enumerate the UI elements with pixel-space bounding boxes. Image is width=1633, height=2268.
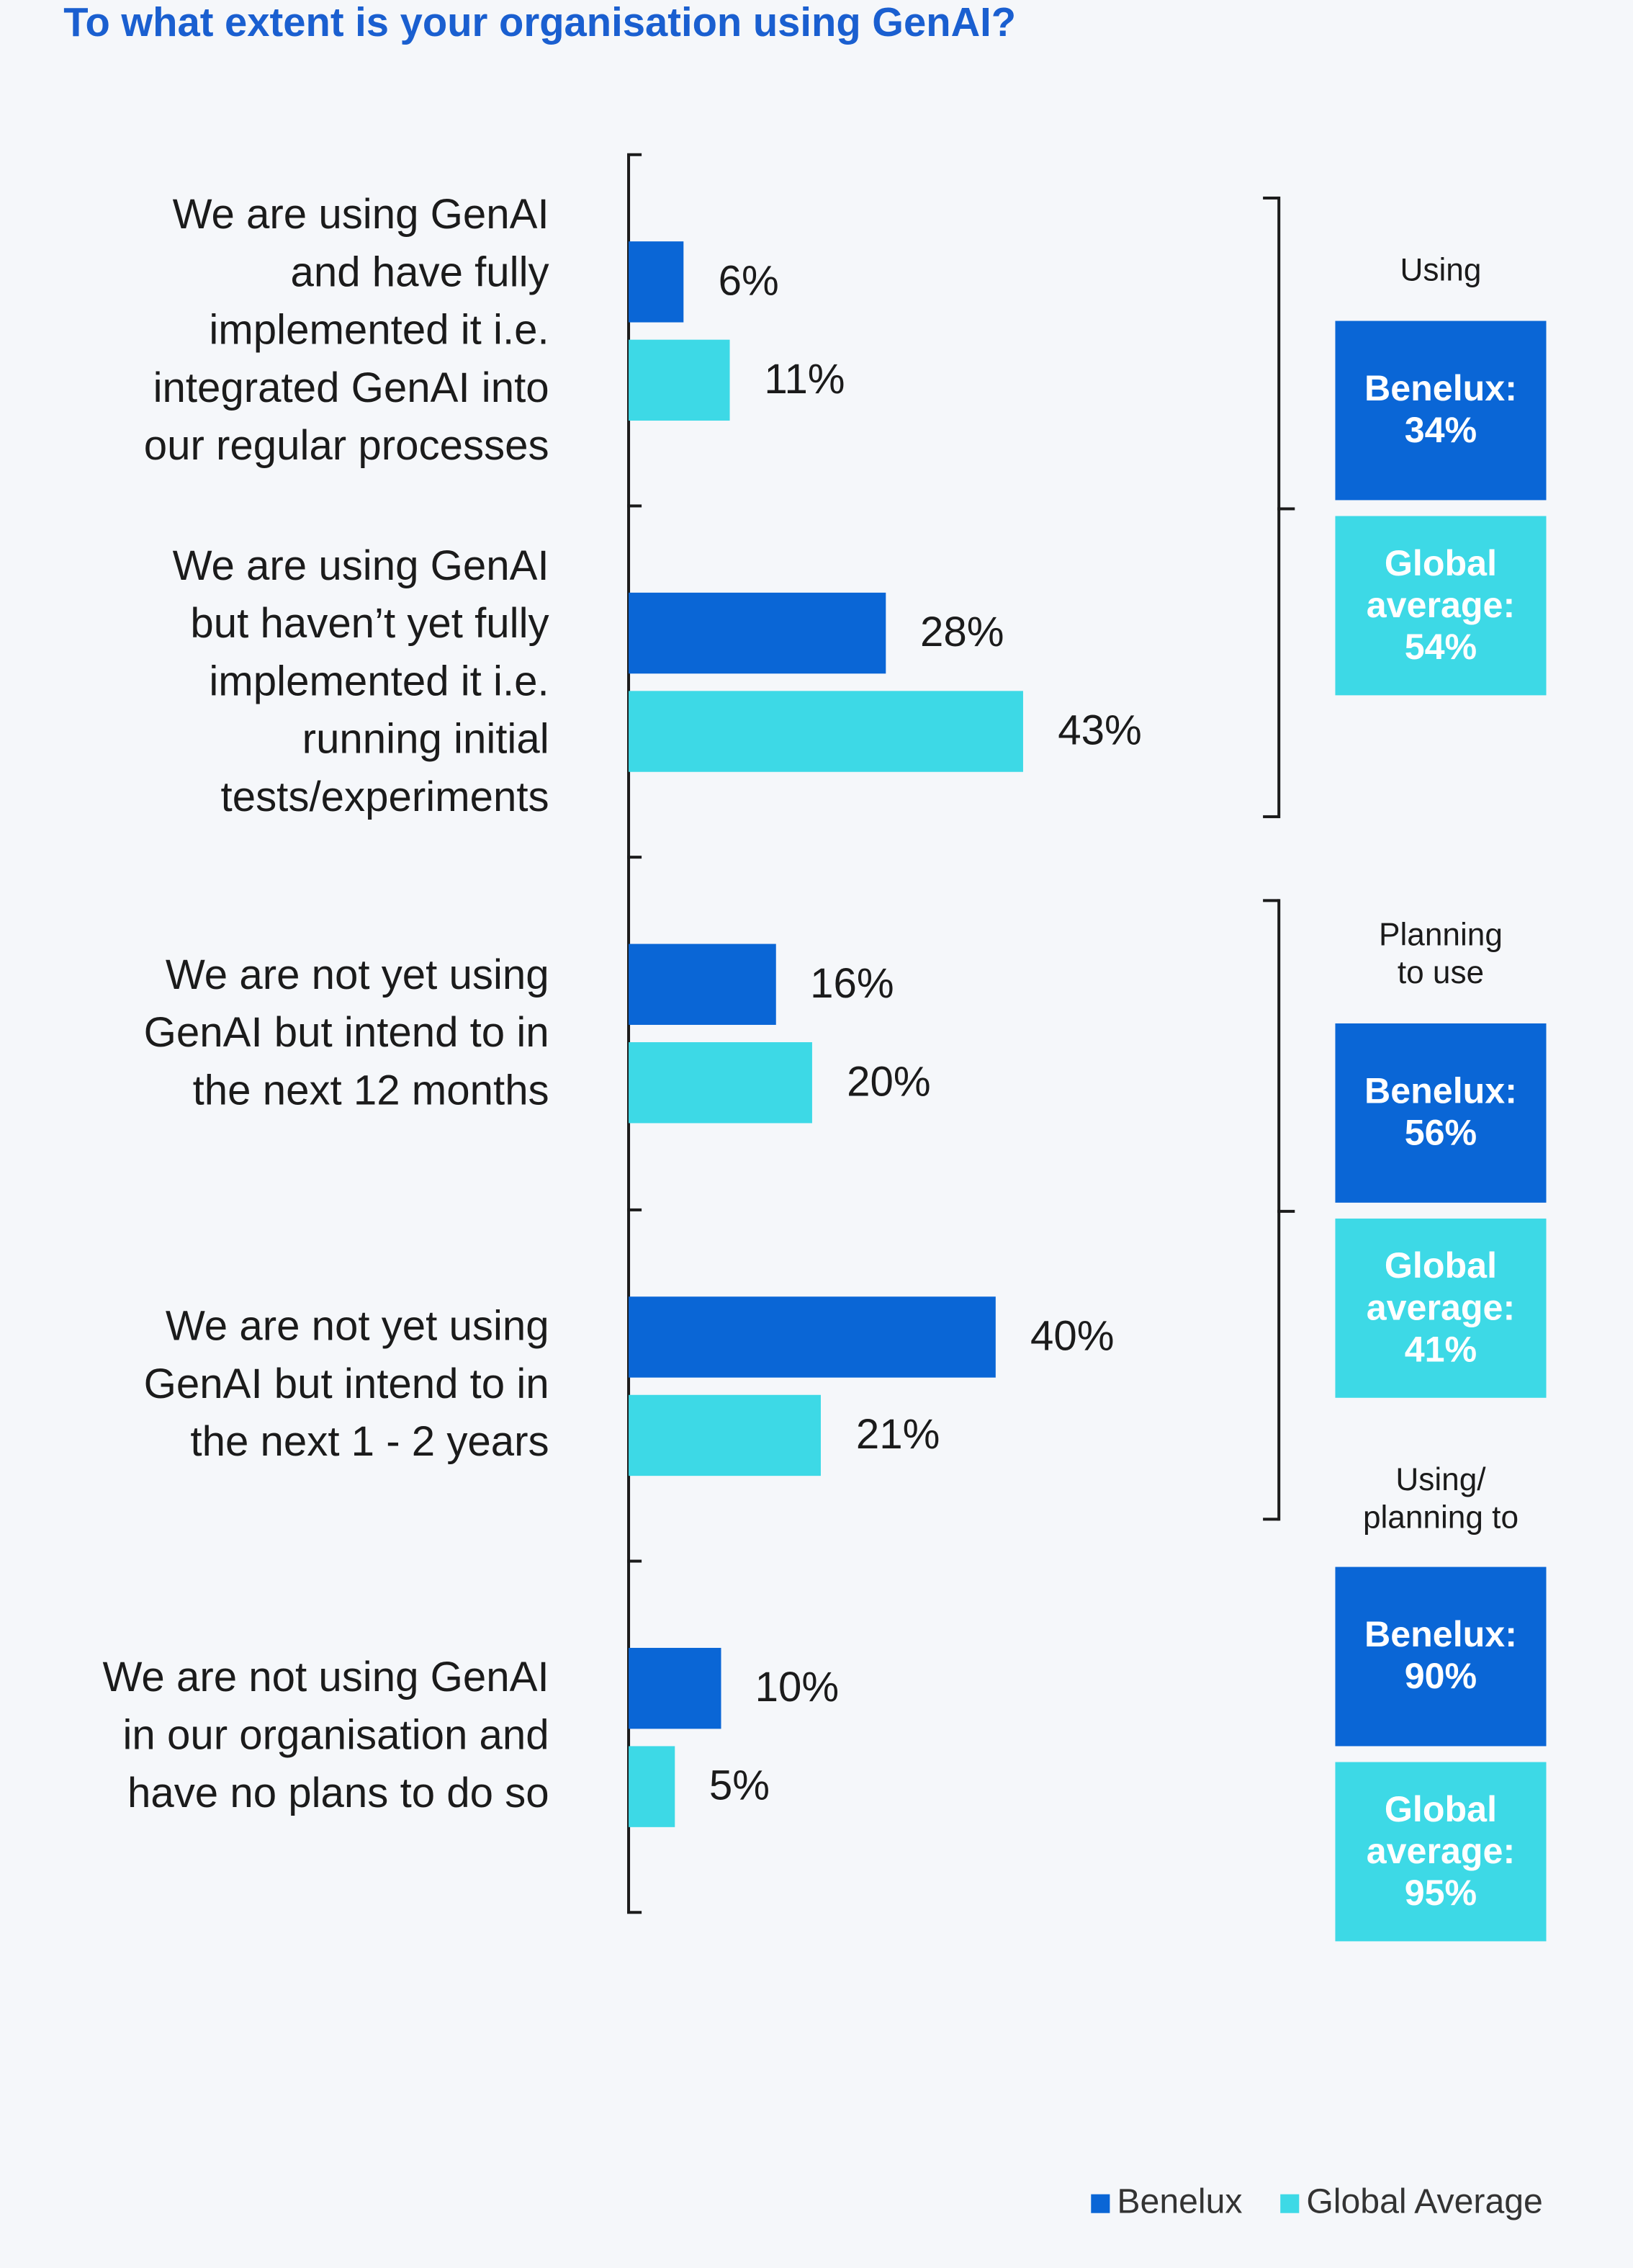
summary-box: Benelux: 90% <box>1335 1566 1547 1747</box>
bar <box>629 1394 822 1476</box>
category-label: We are using GenAI but haven’t yet fully… <box>172 543 549 821</box>
chart-title: To what extent is your organisation usin… <box>63 0 1017 45</box>
summary-box: Benelux: 56% <box>1335 1023 1547 1203</box>
value-label: 10% <box>755 1664 840 1711</box>
value-label: 43% <box>1058 708 1142 756</box>
summary-box: Global average: 54% <box>1335 516 1547 696</box>
axis-tick <box>627 504 642 508</box>
bracket <box>1277 507 1295 511</box>
legend-label: Benelux <box>1117 2182 1243 2222</box>
bar <box>629 1647 721 1729</box>
summary-title: Using <box>1400 251 1482 288</box>
category-label: We are not using GenAI in our organisati… <box>102 1655 549 1818</box>
category-label: We are using GenAI and have fully implem… <box>143 192 549 470</box>
summary-value: 56% <box>1404 1113 1477 1154</box>
bracket <box>1277 1209 1295 1213</box>
summary-value: 90% <box>1404 1657 1477 1698</box>
bar <box>629 691 1024 773</box>
axis-line <box>627 154 631 1913</box>
bracket <box>1263 1518 1279 1521</box>
summary-name: Benelux: <box>1364 1071 1517 1112</box>
category-label: We are not yet using GenAI but intend to… <box>143 952 549 1115</box>
bar <box>629 1746 675 1827</box>
bar <box>629 241 684 323</box>
bar <box>629 1042 812 1124</box>
legend-swatch <box>1091 2194 1110 2213</box>
summary-title: Planning to use <box>1379 916 1503 990</box>
summary-box: Global average: 95% <box>1335 1762 1547 1942</box>
value-label: 11% <box>764 357 845 403</box>
summary-value: 34% <box>1404 410 1477 452</box>
summary-name: Global average: <box>1366 542 1516 626</box>
summary-title: Using/ planning to <box>1362 1461 1519 1536</box>
value-label: 6% <box>718 259 779 305</box>
summary-name: Global average: <box>1366 1788 1516 1872</box>
bracket <box>1263 815 1279 818</box>
value-label: 20% <box>847 1059 931 1107</box>
bar <box>629 339 730 421</box>
value-label: 28% <box>920 610 1004 657</box>
value-label: 21% <box>855 1412 940 1458</box>
summary-box: Global average: 41% <box>1335 1218 1547 1398</box>
bar <box>629 593 886 674</box>
summary-value: 41% <box>1404 1329 1477 1370</box>
value-label: 5% <box>708 1763 770 1810</box>
summary-name: Benelux: <box>1364 368 1517 409</box>
bar <box>629 1296 996 1377</box>
summary-value: 54% <box>1404 627 1477 668</box>
axis-tick <box>627 1559 642 1563</box>
value-label: 40% <box>1030 1313 1115 1360</box>
axis-tick <box>627 1911 642 1914</box>
bracket <box>1263 899 1279 902</box>
bar <box>629 944 775 1026</box>
axis-tick <box>627 153 642 156</box>
bracket <box>1263 196 1279 200</box>
summary-value: 95% <box>1404 1873 1477 1914</box>
category-label: We are not yet using GenAI but intend to… <box>143 1304 549 1466</box>
legend-swatch <box>1280 2194 1300 2213</box>
axis-tick <box>627 856 642 859</box>
value-label: 16% <box>810 962 894 1008</box>
axis-tick <box>627 1208 642 1211</box>
summary-name: Global average: <box>1366 1245 1516 1328</box>
summary-box: Benelux: 34% <box>1335 321 1547 501</box>
legend-label: Global Average <box>1306 2182 1543 2222</box>
summary-name: Benelux: <box>1364 1614 1517 1656</box>
